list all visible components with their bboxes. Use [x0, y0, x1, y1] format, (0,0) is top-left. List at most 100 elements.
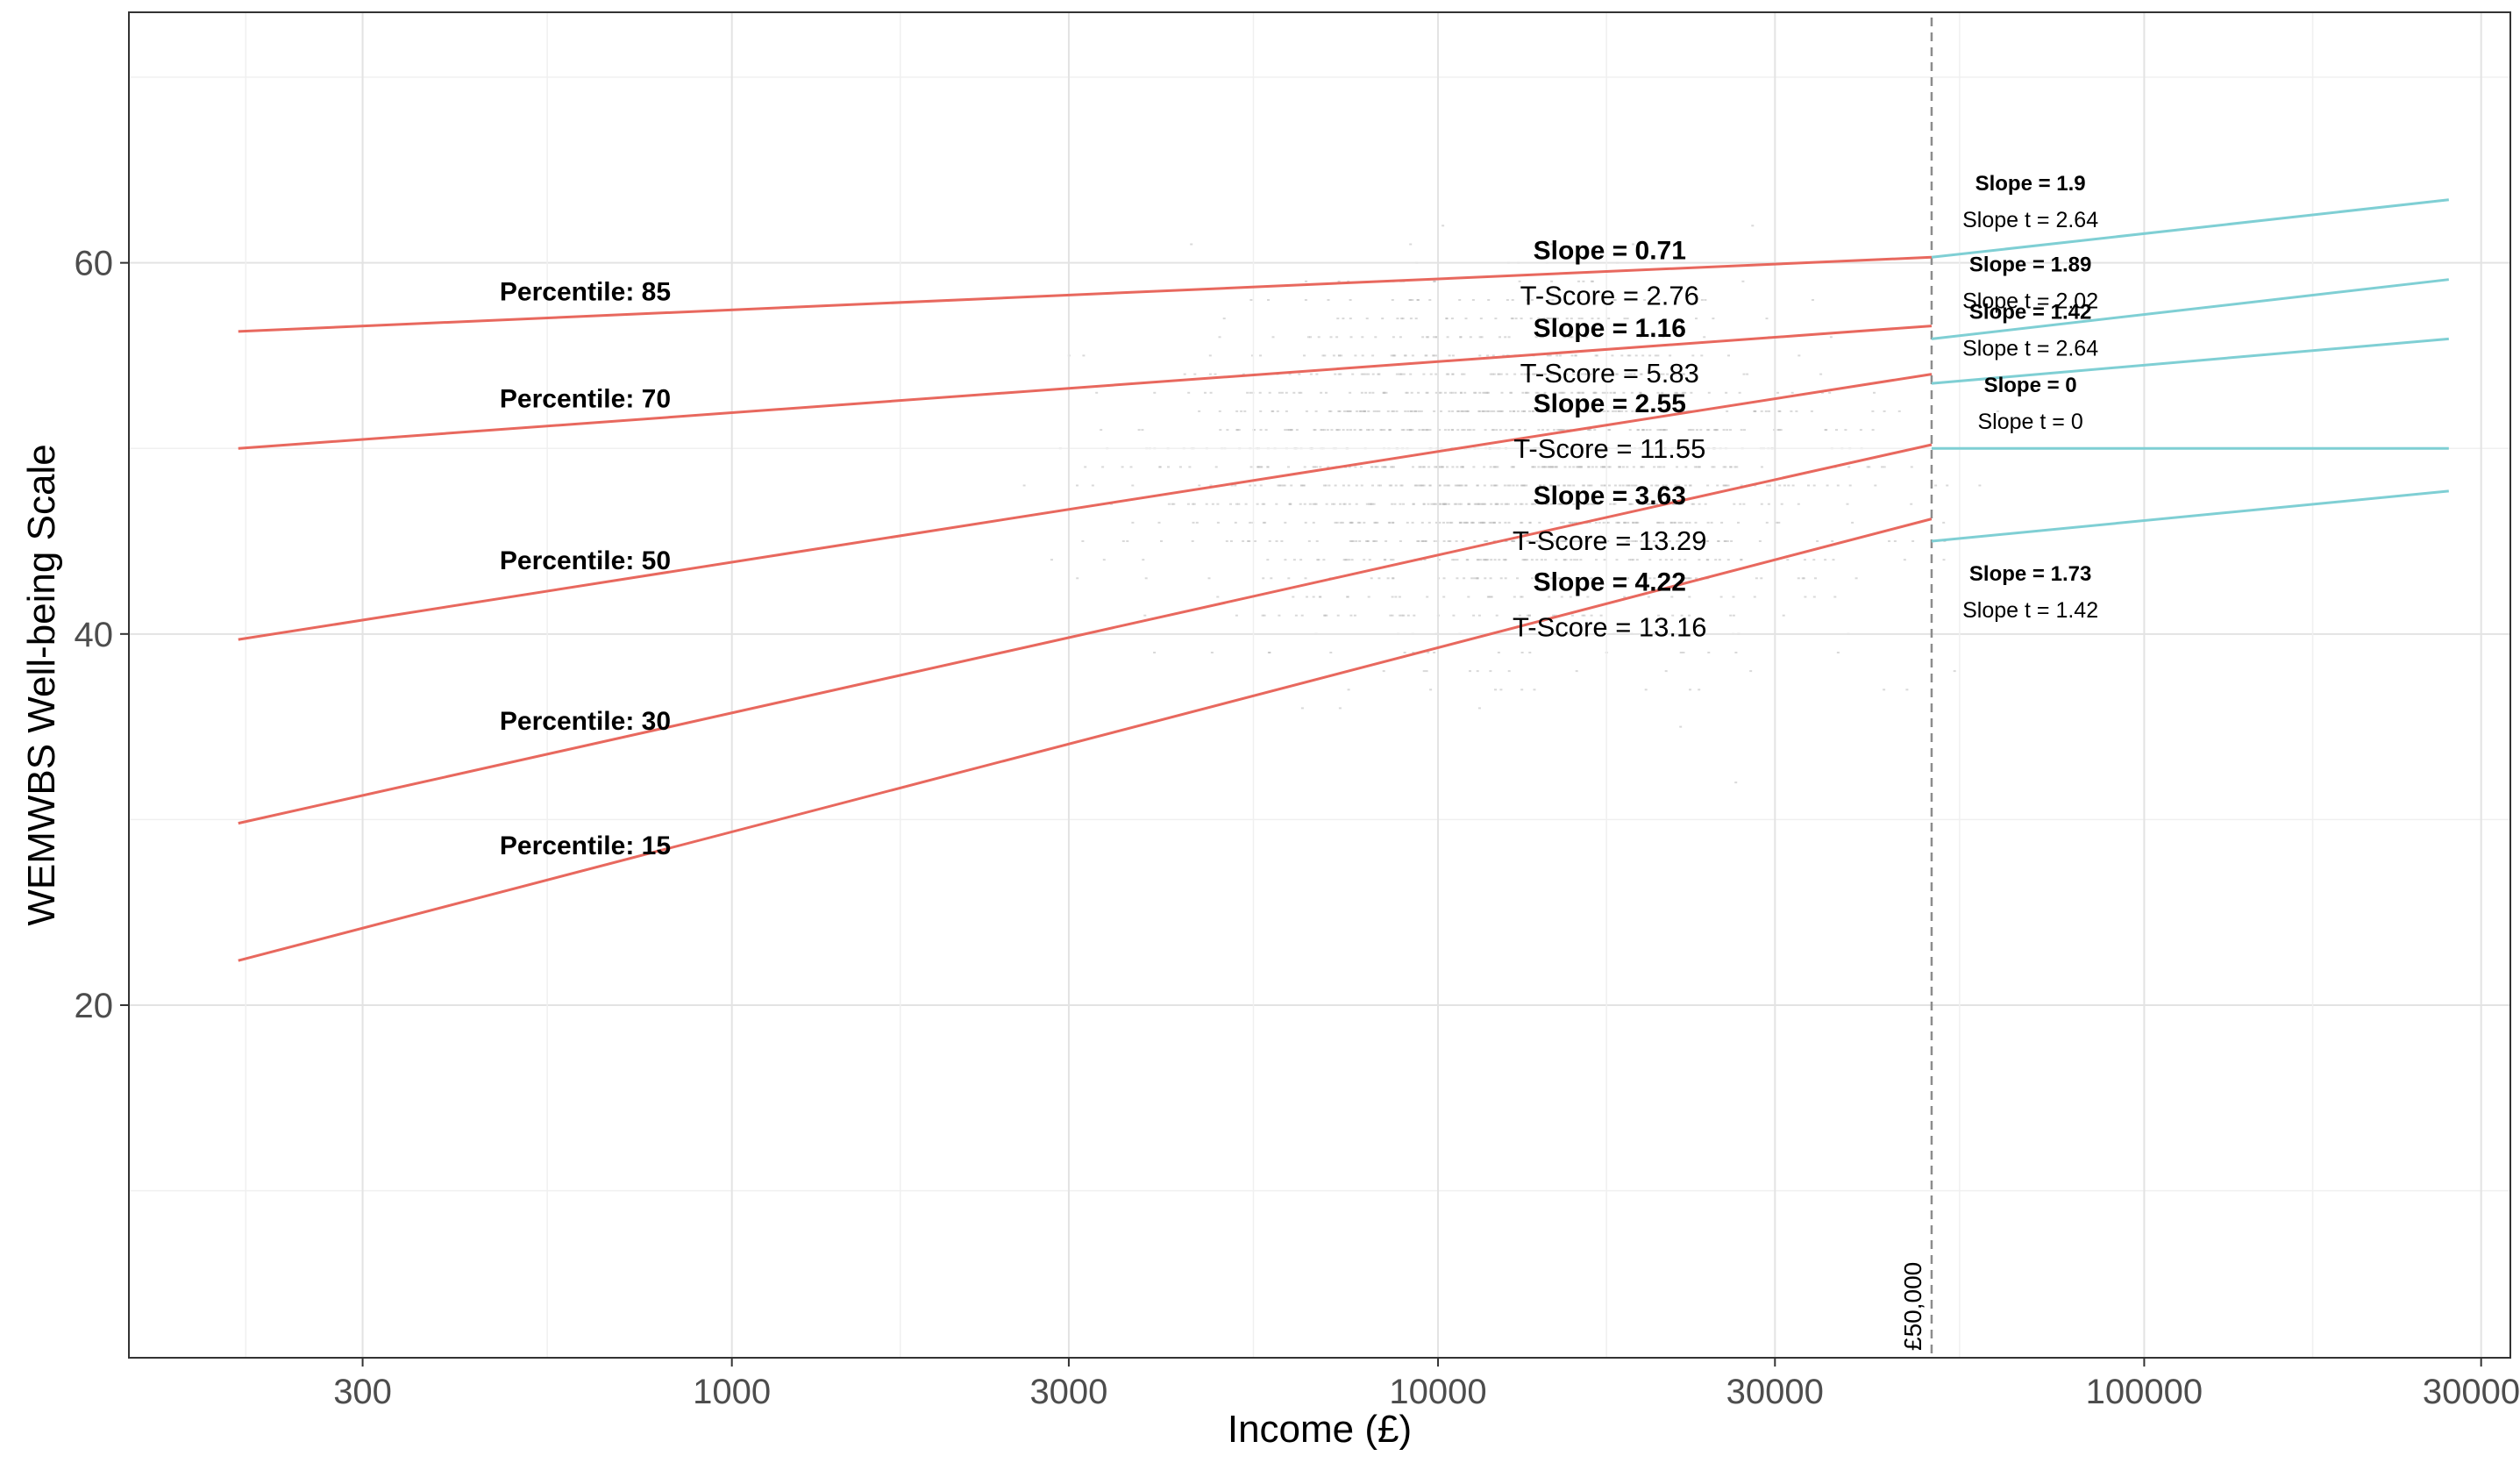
scatter-point — [1495, 429, 1498, 432]
scatter-point — [1656, 466, 1660, 468]
scatter-point — [1218, 336, 1221, 339]
scatter-point — [1570, 614, 1574, 617]
scatter-point — [1483, 484, 1486, 487]
scatter-point — [1634, 540, 1636, 542]
scatter-point — [1290, 484, 1293, 487]
scatter-point — [1641, 429, 1645, 432]
scatter-point — [1829, 336, 1833, 339]
scatter-point — [1498, 336, 1501, 339]
scatter-point — [1447, 540, 1450, 542]
scatter-point — [1303, 466, 1306, 468]
scatter-point — [1706, 429, 1709, 432]
scatter-point — [1362, 410, 1365, 412]
scatter-point — [1580, 318, 1584, 320]
scatter-point — [1706, 559, 1710, 561]
scatter-point — [1447, 503, 1450, 505]
scatter-point — [1653, 466, 1656, 468]
scatter-point — [1485, 391, 1489, 394]
scatter-point — [1368, 429, 1370, 432]
scatter-point — [1467, 596, 1470, 598]
scatter-point — [1746, 373, 1749, 375]
scatter-point — [1667, 577, 1669, 580]
scatter-point — [1284, 429, 1287, 432]
scatter-point — [1562, 540, 1565, 542]
scatter-point — [1506, 503, 1510, 505]
scatter-point — [1377, 484, 1380, 487]
scatter-point — [1707, 652, 1711, 653]
scatter-point — [1535, 540, 1539, 542]
scatter-point — [1632, 243, 1634, 246]
scatter-point — [1550, 280, 1554, 282]
scatter-point — [1500, 391, 1504, 394]
scatter-point — [1690, 391, 1693, 394]
scatter-point — [1868, 466, 1871, 468]
scatter-point — [1835, 429, 1838, 432]
scatter-point — [1287, 429, 1291, 432]
scatter-point — [1351, 540, 1355, 542]
scatter-point — [1243, 410, 1247, 412]
scatter-point — [1689, 577, 1692, 580]
scatter-point — [1531, 299, 1534, 301]
scatter-point — [1268, 391, 1271, 394]
scatter-point — [1461, 373, 1463, 375]
scatter-point — [1490, 410, 1493, 412]
scatter-point — [1812, 559, 1816, 561]
scatter-point — [1648, 577, 1652, 580]
scatter-point — [1192, 503, 1196, 505]
scatter-point — [1732, 596, 1735, 598]
scatter-point — [1634, 410, 1638, 412]
scatter-point — [1518, 280, 1521, 282]
scatter-point — [1249, 299, 1253, 301]
scatter-point — [1797, 503, 1800, 505]
scatter-point — [1490, 559, 1493, 561]
scatter-point — [1654, 354, 1657, 357]
scatter-point — [1433, 652, 1436, 653]
scatter-point — [1461, 466, 1464, 468]
scatter-point — [1659, 466, 1662, 468]
scatter-point — [1460, 466, 1463, 468]
scatter-point — [1413, 614, 1416, 617]
scatter-point — [1724, 466, 1727, 468]
scatter-point — [1410, 391, 1413, 394]
x-axis-title: Income (£) — [1228, 1408, 1412, 1451]
scatter-point — [1526, 559, 1529, 561]
scatter-point — [1416, 484, 1420, 487]
series-line-above — [1931, 278, 2449, 340]
scatter-point — [1399, 373, 1403, 375]
scatter-point — [1871, 429, 1875, 432]
scatter-point — [1456, 466, 1459, 468]
scatter-point — [1684, 484, 1687, 487]
scatter-point — [1698, 466, 1701, 468]
scatter-point — [1553, 429, 1555, 432]
scatter-point — [1244, 503, 1248, 505]
scatter-point — [1498, 521, 1501, 524]
scatter-point — [1737, 521, 1740, 524]
scatter-point — [1266, 559, 1270, 561]
scatter-point — [1664, 670, 1668, 673]
scatter-point — [1833, 596, 1837, 598]
scatter-point — [1874, 484, 1877, 487]
scatter-point — [1499, 410, 1503, 412]
scatter-point — [1214, 466, 1218, 468]
scatter-point — [1714, 559, 1718, 561]
scatter-point — [1620, 354, 1624, 357]
scatter-point — [1569, 596, 1572, 598]
scatter-point — [1429, 689, 1433, 691]
scatter-point — [1630, 503, 1634, 505]
scatter-point — [1640, 540, 1643, 542]
scatter-point — [1703, 336, 1706, 339]
scatter-point — [1711, 466, 1714, 468]
scatter-point — [1490, 484, 1493, 487]
scatter-point — [1549, 484, 1553, 487]
scatter-point — [1447, 429, 1450, 432]
scatter-point — [1555, 373, 1559, 375]
scatter-point — [1350, 559, 1354, 561]
slope-t-label-above: Slope t = 2.64 — [1962, 208, 2098, 232]
series-name-label: Percentile: 15 — [500, 831, 671, 860]
scatter-point — [1454, 484, 1457, 487]
scatter-point — [1676, 466, 1678, 468]
scatter-point — [1627, 484, 1631, 487]
scatter-point — [1312, 503, 1315, 505]
scatter-point — [1442, 521, 1445, 524]
